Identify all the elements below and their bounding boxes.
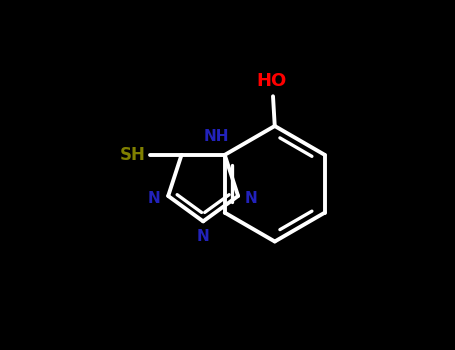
Text: N: N: [197, 229, 209, 244]
Text: N: N: [148, 191, 161, 206]
Text: N: N: [244, 191, 257, 206]
Text: SH: SH: [120, 146, 146, 164]
Text: NH: NH: [203, 129, 229, 144]
Text: HO: HO: [256, 72, 286, 90]
